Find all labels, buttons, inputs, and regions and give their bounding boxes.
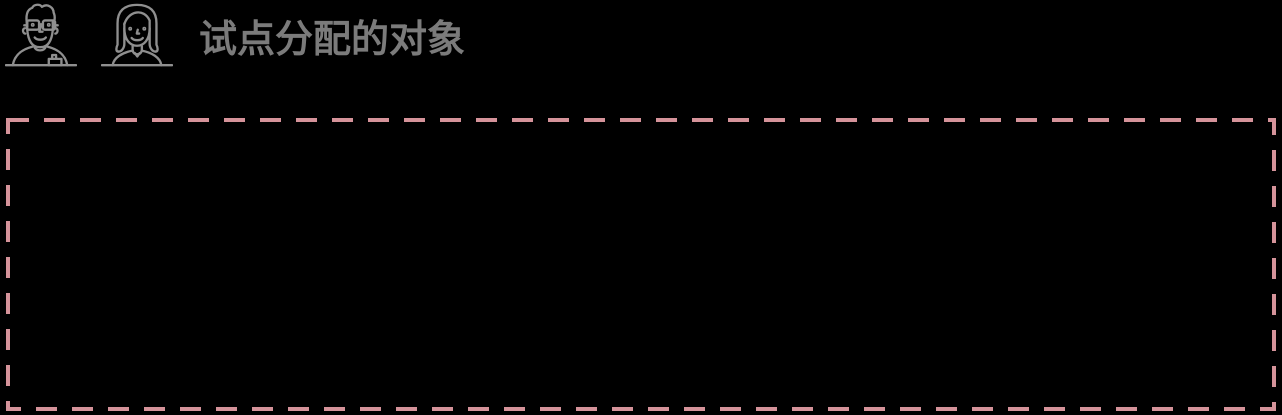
man-avatar-icon xyxy=(5,3,77,67)
pilot-allocation-dropzone[interactable] xyxy=(6,118,1276,411)
header: 试点分配的对象 xyxy=(0,0,1282,80)
dropzone-dashed-border xyxy=(6,118,1276,411)
woman-avatar-icon xyxy=(101,3,173,67)
page-title: 试点分配的对象 xyxy=(199,17,466,61)
